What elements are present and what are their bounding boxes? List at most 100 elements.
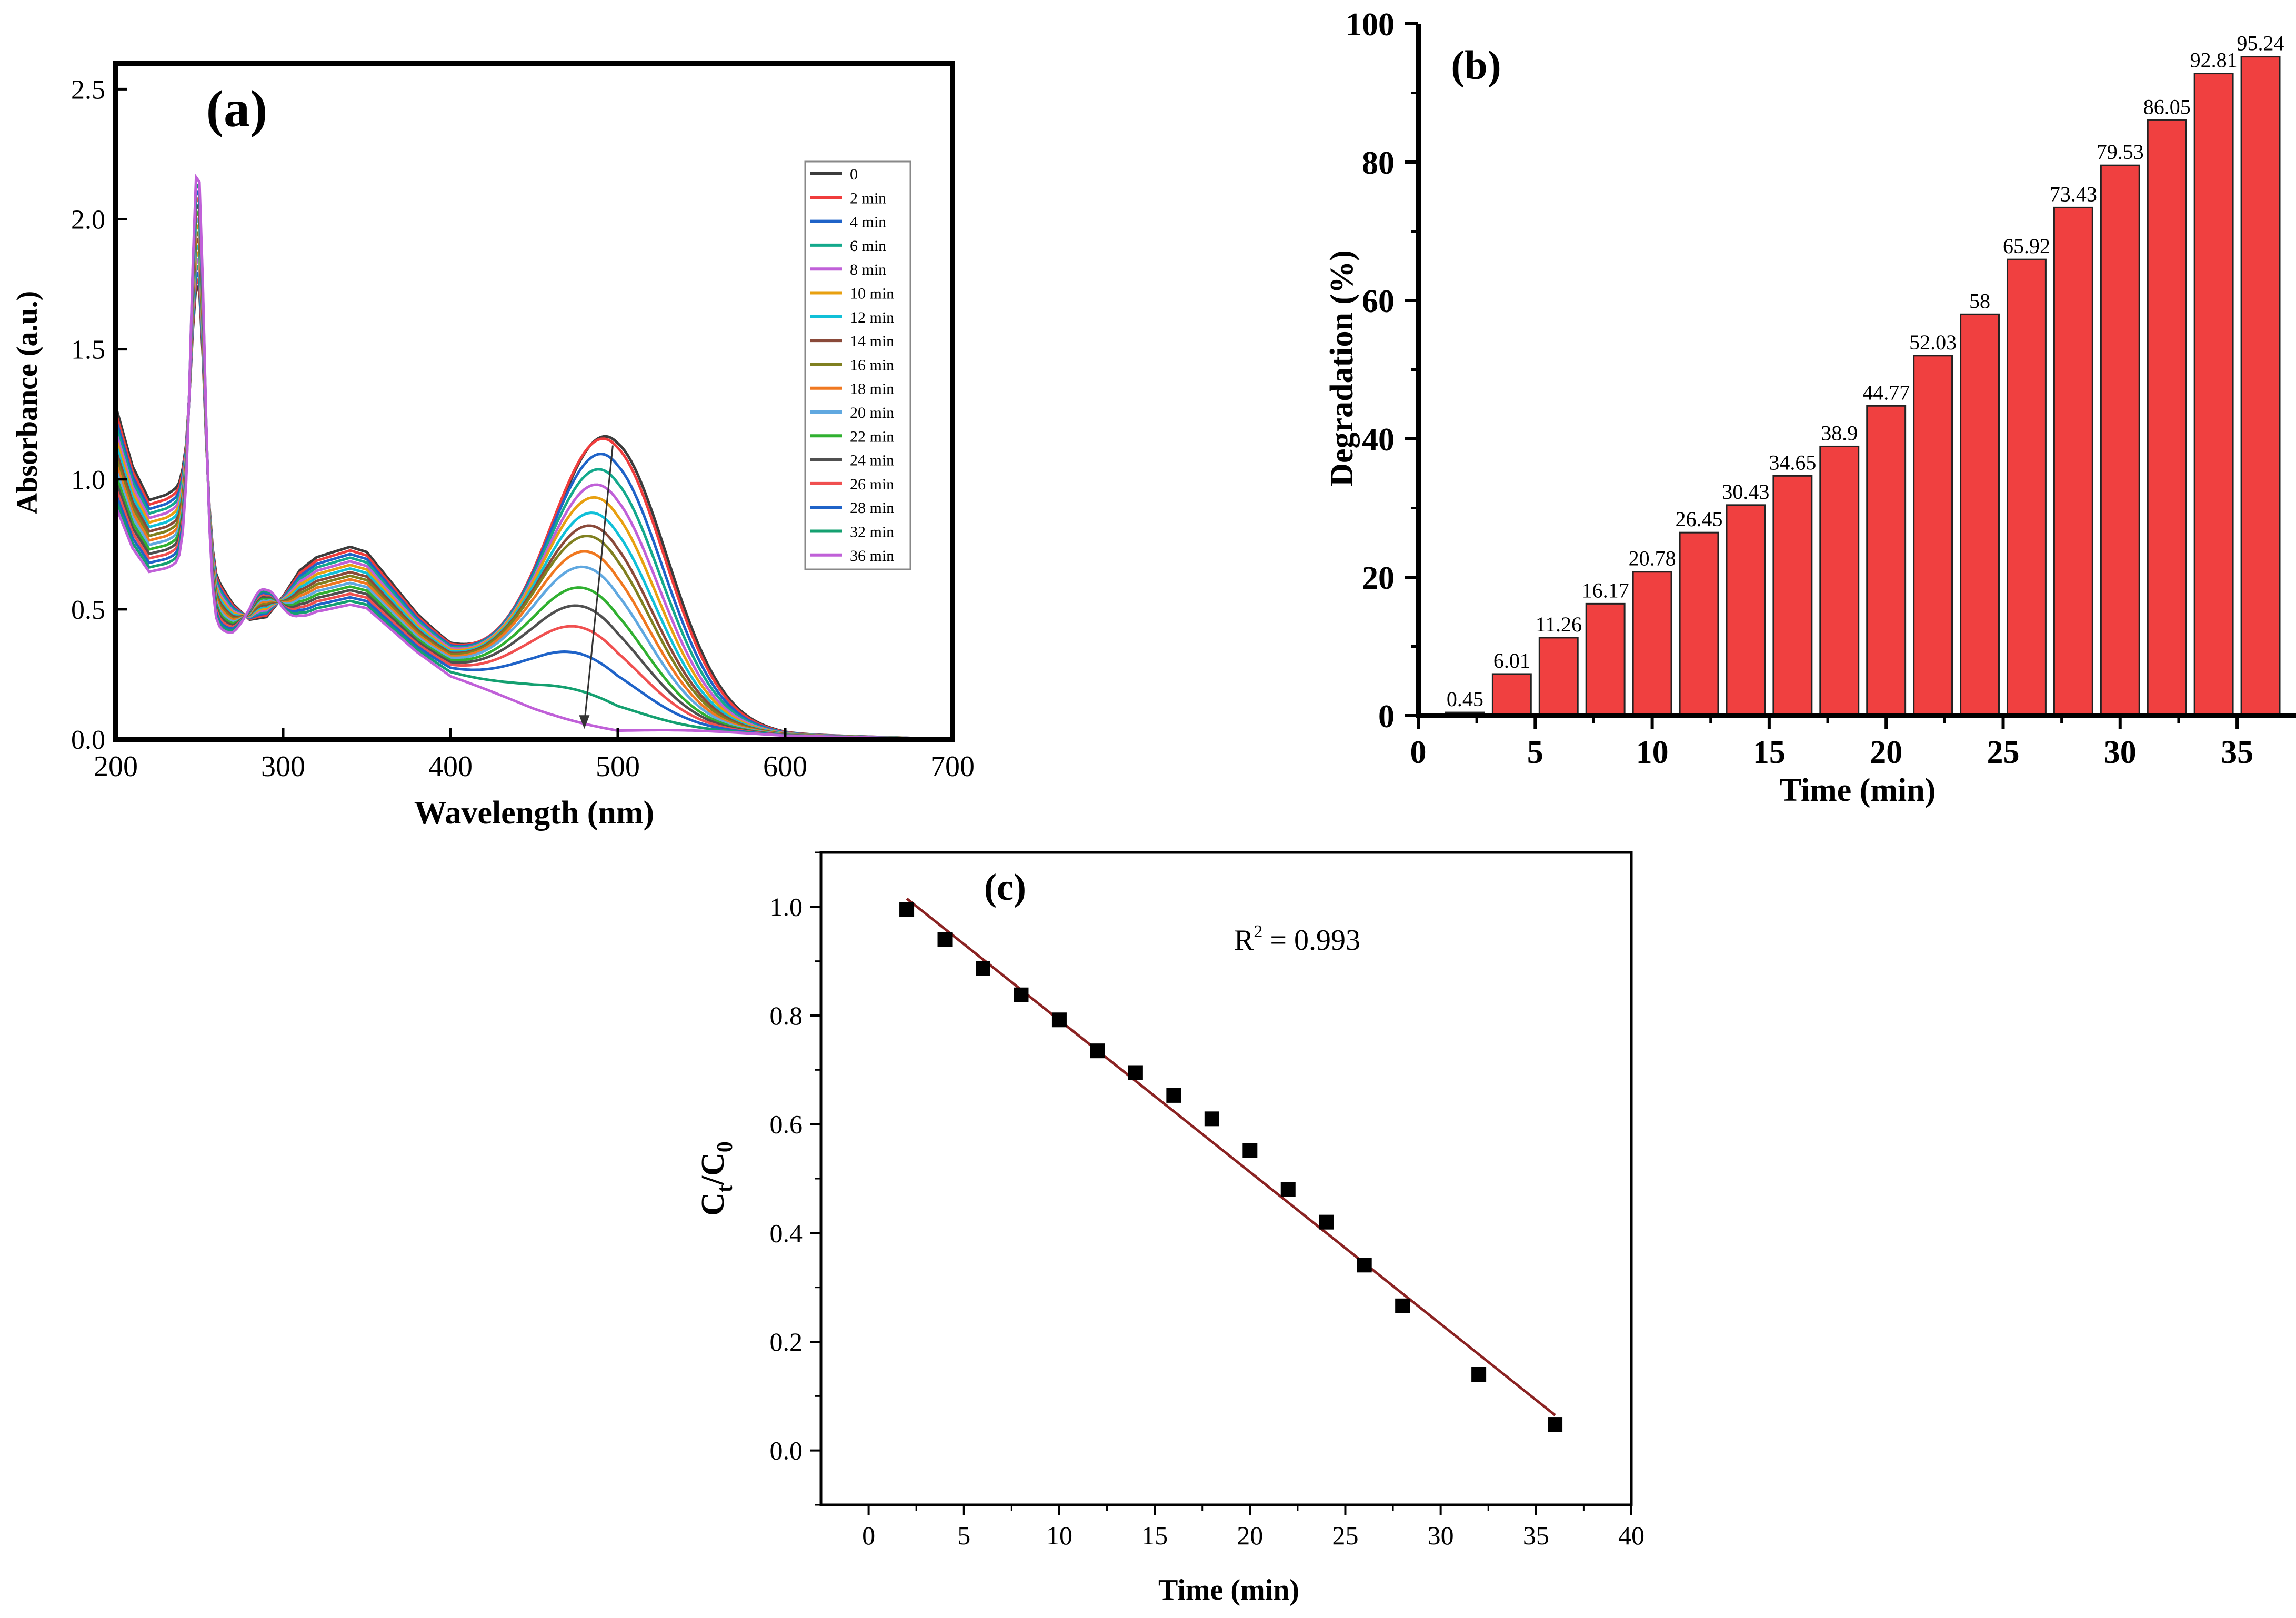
panel-c: 0 5 10 15 20 25 30 35 40 0.0 0.2 0.4 0.6 0.8 1.0 (c) R… — [695, 851, 1645, 1606]
degradation-bar — [2147, 119, 2187, 717]
bar-value-label: 38.9 — [1821, 421, 1858, 445]
panel-b-ticks: 0 5 10 15 20 25 30 35 0 20 40 60 80 100 — [1346, 7, 2253, 770]
y-tick-label: 100 — [1346, 7, 1395, 43]
y-tick-label: 2.5 — [71, 75, 105, 105]
panel-a-ylabel: Absorbance (a.u.) — [11, 291, 44, 515]
r-squared-annotation: R2 = 0.993 — [1234, 922, 1360, 957]
panel-b-ylabel: Degradation (%) — [1324, 250, 1360, 486]
legend-entry: 20 min — [850, 404, 894, 421]
x-tick-label: 0 — [1410, 735, 1427, 770]
x-tick-label: 30 — [1428, 1521, 1454, 1550]
x-tick-label: 30 — [2104, 735, 2137, 770]
spectrum-curve — [114, 173, 953, 741]
x-tick-label: 700 — [930, 750, 975, 783]
bar-value-label: 79.53 — [2097, 140, 2144, 164]
legend-entry: 4 min — [850, 214, 886, 231]
degradation-bar — [2100, 164, 2140, 717]
panel-a-label: (a) — [206, 79, 268, 138]
panel-c-xlabel: Time (min) — [1158, 1574, 1299, 1606]
bar-value-label: 11.26 — [1535, 612, 1582, 636]
bar-value-label: 92.81 — [2190, 48, 2238, 72]
panel-a-ticks: 200 300 400 500 600 700 0.0 0.5 1.0 1.5 2.0 2.5 — [71, 75, 975, 783]
y-tick-label: 0.5 — [71, 595, 105, 625]
x-tick-label: 600 — [763, 750, 807, 783]
ct-c0-points — [899, 902, 1563, 1432]
y-tick-label: 0.2 — [770, 1327, 803, 1356]
bar-value-label: 30.43 — [1722, 480, 1769, 504]
legend-entry: 14 min — [850, 333, 894, 350]
bar-value-label: 73.43 — [2050, 182, 2097, 206]
bar-value-label: 34.65 — [1769, 450, 1816, 474]
data-point — [1319, 1214, 1334, 1230]
x-tick-label: 40 — [1618, 1521, 1645, 1550]
data-point — [1128, 1065, 1143, 1080]
data-point — [1166, 1088, 1181, 1103]
y-tick-label: 40 — [1362, 422, 1395, 458]
y-tick-label: 60 — [1362, 284, 1395, 319]
degradation-bar — [1491, 673, 1532, 717]
legend-entry: 22 min — [850, 428, 894, 445]
x-tick-label: 500 — [596, 750, 640, 783]
data-point — [899, 902, 915, 917]
panel-a-xlabel: Wavelength (nm) — [414, 795, 654, 831]
x-tick-label: 200 — [94, 750, 138, 783]
decrease-arrow — [583, 445, 614, 724]
y-tick-label: 0.4 — [770, 1218, 803, 1248]
y-tick-label: 80 — [1362, 145, 1395, 181]
degradation-bar — [2240, 56, 2281, 717]
data-point — [1014, 987, 1029, 1002]
y-tick-label: 20 — [1362, 560, 1395, 596]
x-tick-label: 25 — [1987, 735, 2019, 770]
x-tick-label: 300 — [261, 750, 305, 783]
degradation-bar — [1726, 504, 1766, 717]
bar-value-label: 44.77 — [1862, 380, 1910, 404]
bar-value-label: 20.78 — [1629, 547, 1676, 570]
legend-entry: 12 min — [850, 309, 894, 326]
bar-value-label: 6.01 — [1493, 649, 1530, 672]
x-tick-label: 35 — [1523, 1521, 1549, 1550]
degradation-bar — [1772, 475, 1813, 717]
bar-value-label: 26.45 — [1676, 507, 1723, 531]
degradation-bar — [1538, 637, 1579, 717]
panel-b-label: (b) — [1451, 42, 1501, 88]
data-point — [1548, 1417, 1563, 1432]
data-point — [1204, 1111, 1219, 1127]
panel-c-frame — [819, 851, 1633, 1506]
legend-entry: 6 min — [850, 237, 886, 255]
degradation-bar — [1632, 571, 1672, 717]
panel-a-frame — [113, 61, 955, 742]
data-point — [1357, 1258, 1372, 1273]
legend-entry: 10 min — [850, 285, 894, 303]
x-tick-label: 10 — [1636, 735, 1669, 770]
panel-a: 200 300 400 500 600 700 0.0 0.5 1.0 1.5 2.0 2.5 (a)… — [11, 61, 975, 831]
x-tick-label: 15 — [1753, 735, 1786, 770]
x-tick-label: 15 — [1141, 1521, 1168, 1550]
data-point — [1242, 1143, 1258, 1158]
degradation-bar — [1913, 355, 1953, 717]
panel-a-legend: 0 2 min 4 min 6 min 8 min 10 min 12 min 14 min 1… — [804, 160, 911, 570]
y-tick-label: 1.5 — [71, 335, 105, 365]
degradation-bar — [1819, 445, 1860, 717]
data-point — [1051, 1012, 1067, 1028]
legend-entry: 8 min — [850, 261, 886, 278]
x-tick-label: 5 — [957, 1521, 970, 1550]
bar-value-label: 16.17 — [1582, 578, 1629, 602]
data-point — [1280, 1182, 1296, 1197]
degradation-bar — [2193, 73, 2234, 717]
legend-entry: 24 min — [850, 452, 894, 469]
legend-entry: 32 min — [850, 524, 894, 541]
y-tick-label: 0.6 — [770, 1110, 803, 1139]
x-tick-label: 20 — [1870, 735, 1902, 770]
panel-c-label: (c) — [984, 866, 1026, 908]
x-tick-label: 0 — [862, 1521, 875, 1550]
degradation-bar — [1960, 313, 2000, 717]
degradation-bar — [2006, 258, 2047, 717]
x-tick-label: 35 — [2221, 735, 2253, 770]
bar-value-label: 95.24 — [2237, 32, 2284, 55]
bar-value-label: 52.03 — [1909, 330, 1957, 354]
bar-value-label: 86.05 — [2143, 95, 2191, 118]
y-tick-label: 1.0 — [71, 465, 105, 495]
x-tick-label: 25 — [1332, 1521, 1358, 1550]
panel-b-xlabel: Time (min) — [1780, 772, 1936, 808]
